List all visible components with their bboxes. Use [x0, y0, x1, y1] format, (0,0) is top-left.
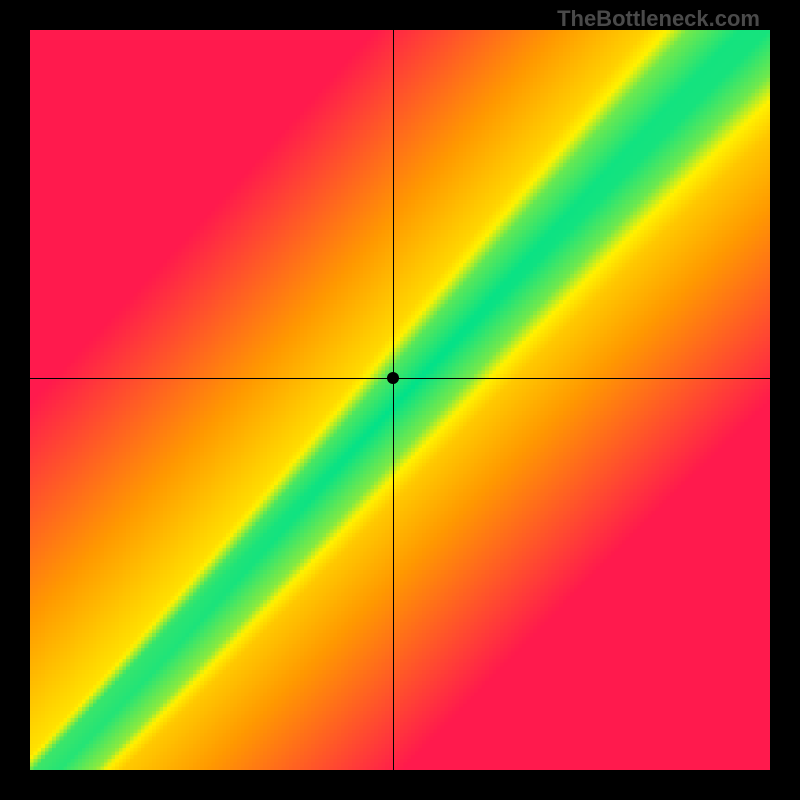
- selection-marker[interactable]: [387, 372, 399, 384]
- heatmap-canvas: [30, 30, 770, 770]
- watermark-text: TheBottleneck.com: [557, 6, 760, 32]
- heatmap-plot: [30, 30, 770, 770]
- crosshair-vertical: [393, 30, 394, 770]
- crosshair-horizontal: [30, 378, 770, 379]
